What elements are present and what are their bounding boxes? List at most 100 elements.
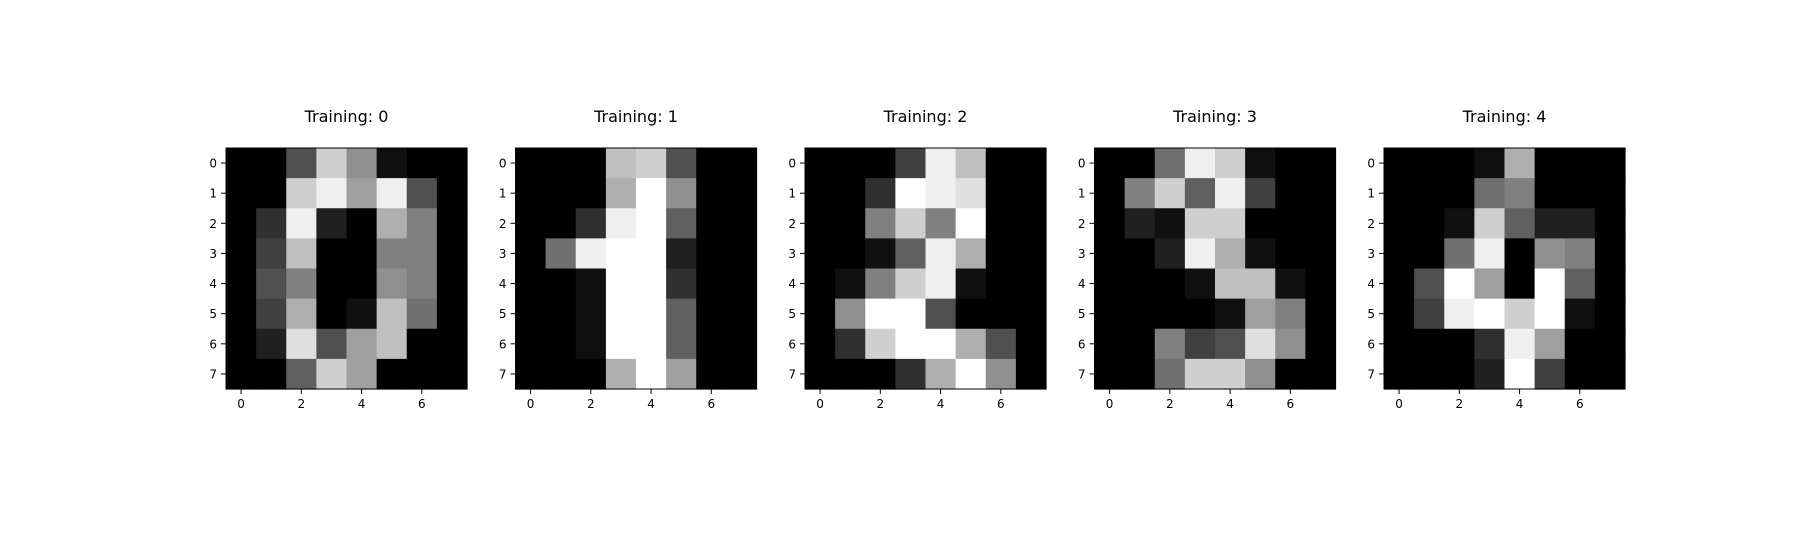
- y-tick-label: 3: [499, 247, 507, 261]
- x-tick-label: 0: [527, 397, 535, 411]
- pixel-cell: [835, 208, 866, 239]
- pixel-cell: [605, 208, 637, 239]
- pixel-cell: [605, 298, 637, 330]
- pixel-cell: [1184, 238, 1216, 270]
- pixel-cell: [286, 328, 317, 360]
- pixel-cell: [805, 358, 836, 390]
- pixel-cell: [256, 148, 287, 179]
- pixel-cell: [1474, 208, 1506, 239]
- pixel-cell: [666, 328, 697, 360]
- pixel-cell: [316, 208, 348, 239]
- y-tick-label: 7: [1367, 367, 1375, 381]
- x-tick-label: 2: [1166, 397, 1174, 411]
- pixel-cell: [1414, 238, 1445, 270]
- pixel-cell: [805, 298, 836, 330]
- pixel-cell: [1594, 148, 1626, 179]
- pixel-cell: [895, 178, 927, 209]
- pixel-cell: [726, 148, 758, 179]
- pixel-cell: [636, 358, 667, 390]
- pixel-cell: [955, 148, 987, 179]
- y-tick-label: 5: [209, 307, 217, 321]
- x-tick-label: 6: [997, 397, 1005, 411]
- pixel-cell: [1414, 178, 1445, 209]
- pixel-cell: [865, 208, 896, 239]
- pixel-cell: [1534, 298, 1566, 330]
- pixel-cell: [1384, 268, 1415, 300]
- pixel-cell: [1245, 208, 1276, 239]
- pixel-cell: [286, 358, 317, 390]
- pixel-cell: [406, 178, 438, 209]
- pixel-cell: [895, 238, 927, 270]
- pixel-cell: [925, 148, 957, 179]
- pixel-cell: [605, 328, 637, 360]
- pixel-cell: [256, 328, 287, 360]
- y-tick-label: 1: [1367, 187, 1375, 201]
- pixel-cell: [256, 298, 287, 330]
- y-tick-label: 2: [788, 217, 796, 231]
- pixel-cell: [1474, 238, 1506, 270]
- pixel-cell: [1245, 268, 1276, 300]
- pixel-cell: [1504, 328, 1536, 360]
- pixel-cell: [1184, 208, 1216, 239]
- pixel-cell: [835, 178, 866, 209]
- pixel-cell: [865, 238, 896, 270]
- pixel-cell: [436, 178, 468, 209]
- pixel-cell: [955, 178, 987, 209]
- pixel-cell: [436, 208, 468, 239]
- pixel-cell: [545, 148, 577, 179]
- pixel-cell: [1594, 268, 1626, 300]
- pixel-cell: [805, 208, 836, 239]
- pixel-cell: [1094, 298, 1126, 330]
- pixel-cell: [666, 178, 697, 209]
- y-tick-label: 1: [1078, 187, 1086, 201]
- pixel-cell: [955, 268, 987, 300]
- pixel-cell: [1444, 328, 1475, 360]
- pixel-cell: [985, 268, 1017, 300]
- pixel-cell: [835, 268, 866, 300]
- pixel-cell: [1215, 298, 1246, 330]
- y-tick-label: 3: [788, 247, 796, 261]
- y-tick-label: 3: [209, 247, 217, 261]
- pixel-cell: [575, 148, 607, 179]
- pixel-cell: [1184, 268, 1216, 300]
- pixel-cell: [316, 358, 348, 390]
- pixel-cell: [726, 298, 758, 330]
- y-tick-label: 7: [788, 367, 796, 381]
- pixel-cell: [1534, 328, 1566, 360]
- pixel-cell: [865, 148, 896, 179]
- pixel-cell: [925, 178, 957, 209]
- pixel-cell: [436, 238, 468, 270]
- pixel-cell: [1534, 268, 1566, 300]
- pixel-cell: [1384, 178, 1415, 209]
- pixel-cell: [1384, 328, 1415, 360]
- pixel-cell: [1245, 358, 1276, 390]
- pixel-cell: [1215, 178, 1246, 209]
- pixel-cell: [256, 178, 287, 209]
- pixel-cell: [1564, 208, 1596, 239]
- pixel-cell: [1124, 148, 1156, 179]
- pixel-cell: [376, 358, 408, 390]
- pixel-cell: [346, 358, 378, 390]
- pixel-cell: [1015, 148, 1047, 179]
- pixel-cell: [1564, 298, 1596, 330]
- pixel-cell: [696, 298, 727, 330]
- y-tick-label: 4: [209, 277, 217, 291]
- subplot-title: Training: 3: [1172, 107, 1257, 126]
- y-tick-label: 7: [499, 367, 507, 381]
- pixel-cell: [1275, 268, 1306, 300]
- pixel-cell: [1124, 358, 1156, 390]
- y-tick-label: 0: [499, 157, 507, 171]
- pixel-cell: [1094, 238, 1126, 270]
- pixel-cell: [545, 178, 577, 209]
- pixel-cell: [1275, 238, 1306, 270]
- pixel-cell: [1414, 328, 1445, 360]
- pixel-cell: [1094, 328, 1126, 360]
- y-tick-label: 4: [499, 277, 507, 291]
- pixel-cell: [1184, 298, 1216, 330]
- pixel-cell: [895, 148, 927, 179]
- pixel-cell: [925, 208, 957, 239]
- x-tick-label: 4: [1516, 397, 1524, 411]
- pixel-cell: [895, 208, 927, 239]
- pixel-cell: [726, 328, 758, 360]
- pixel-cell: [726, 208, 758, 239]
